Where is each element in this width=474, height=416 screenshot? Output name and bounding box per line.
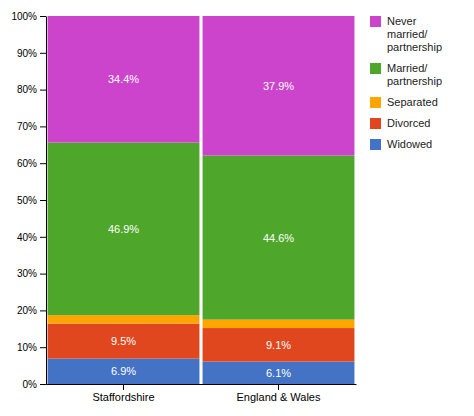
bar-segment [203,362,355,384]
bar-segment [48,324,200,359]
legend-label: Married/partnership [387,62,442,87]
y-tick: 60% [17,158,46,169]
data-label: 46.9% [108,223,139,235]
y-tick-mark [40,200,46,201]
y-tick: 80% [17,84,46,95]
x-tick-label: Staffordshire [92,391,154,403]
bar-segment [48,143,200,316]
y-tick: 0% [23,379,46,390]
x-tick-label: England & Wales [237,391,321,403]
y-tick-mark [40,347,46,348]
series [48,143,355,320]
y-tick: 70% [17,121,46,132]
bar-segment [48,16,200,143]
legend-label: Separated [387,96,438,108]
x-axis-line [47,384,357,385]
legend-label-line: Married/ [387,62,428,74]
series [48,324,355,362]
y-tick-label: 0% [23,379,38,390]
bar-segment [203,320,355,328]
bars [48,16,355,384]
legend-label-line: Never [387,15,417,27]
series [48,16,355,155]
legend-swatch [370,139,381,150]
y-tick-label: 50% [17,195,37,206]
y-tick: 100% [11,11,46,22]
y-tick-mark [40,384,46,385]
bar-segment [48,359,200,384]
y-tick: 90% [17,48,46,59]
data-label: 6.9% [111,365,136,377]
legend-label-line: partnership [387,41,442,53]
legend-label: Divorced [387,117,430,129]
chart: 6.9% 6.1% 9.5% 9.1% 46.9% 44.6% 34.4% 37.9% Staf… [0,0,474,416]
data-labels: 6.9% 6.1% 9.5% 9.1% 46.9% 44.6% 34.4% 37.9% [108,73,294,378]
x-tick-mark [278,384,279,390]
bar-segment [203,328,355,361]
x-tick-mark [123,384,124,390]
legend-item: Separated [370,96,438,108]
y-tick-label: 20% [17,305,37,316]
y-tick-label: 40% [17,232,37,243]
y-tick-label: 100% [11,11,37,22]
y-tick: 30% [17,268,46,279]
y-axis-line [46,17,47,385]
legend-item: Married/partnership [370,62,442,87]
y-tick-label: 10% [17,342,37,353]
y-tick-label: 30% [17,268,37,279]
bar-segment [48,315,200,323]
x-tick: England & Wales [237,384,321,403]
data-label: 9.1% [266,339,291,351]
legend-item: Widowed [370,138,432,150]
bar-segment [203,155,355,319]
x-tick: Staffordshire [92,384,154,403]
y-tick-mark [40,90,46,91]
y-tick: 50% [17,195,46,206]
y-tick-mark [40,310,46,311]
y-tick: 40% [17,232,46,243]
y-tick-mark [40,16,46,17]
data-label: 34.4% [108,73,139,85]
y-tick-mark [40,237,46,238]
data-label: 44.6% [263,232,294,244]
legend-label-line: Divorced [387,117,430,129]
legend-swatch [370,118,381,129]
y-tick-label: 90% [17,48,37,59]
y-tick-mark [40,163,46,164]
y-tick-label: 70% [17,121,37,132]
series [48,359,355,384]
legend-item: Divorced [370,117,430,129]
legend-item: Nevermarried/partnership [370,15,442,53]
data-label: 9.5% [111,335,136,347]
legend-label: Nevermarried/partnership [387,15,442,53]
y-tick-label: 60% [17,158,37,169]
y-tick-mark [40,53,46,54]
legend-swatch [370,63,381,74]
legend-label-line: partnership [387,75,442,87]
legend-label-line: Widowed [387,138,432,150]
y-tick-label: 80% [17,84,37,95]
data-label: 37.9% [263,80,294,92]
legend-swatch [370,16,381,27]
x-axis: Staffordshire England & Wales [47,384,357,403]
y-tick: 20% [17,305,46,316]
legend-label-line: Separated [387,96,438,108]
legend-swatch [370,97,381,108]
y-axis: 0% 10% 20% 30% 40% 50% 60% 70% 80% 90% 100% [11,11,46,390]
y-tick-mark [40,274,46,275]
data-label: 6.1% [266,367,291,379]
legend-label-line: married/ [387,28,428,40]
plot: 6.9% 6.1% 9.5% 9.1% 46.9% 44.6% 34.4% 37.9% Staf… [11,11,356,403]
bar-segment [203,16,355,155]
legend-label: Widowed [387,138,432,150]
y-tick: 10% [17,342,46,353]
y-tick-mark [40,126,46,127]
legend: Nevermarried/partnershipMarried/partners… [370,15,442,150]
